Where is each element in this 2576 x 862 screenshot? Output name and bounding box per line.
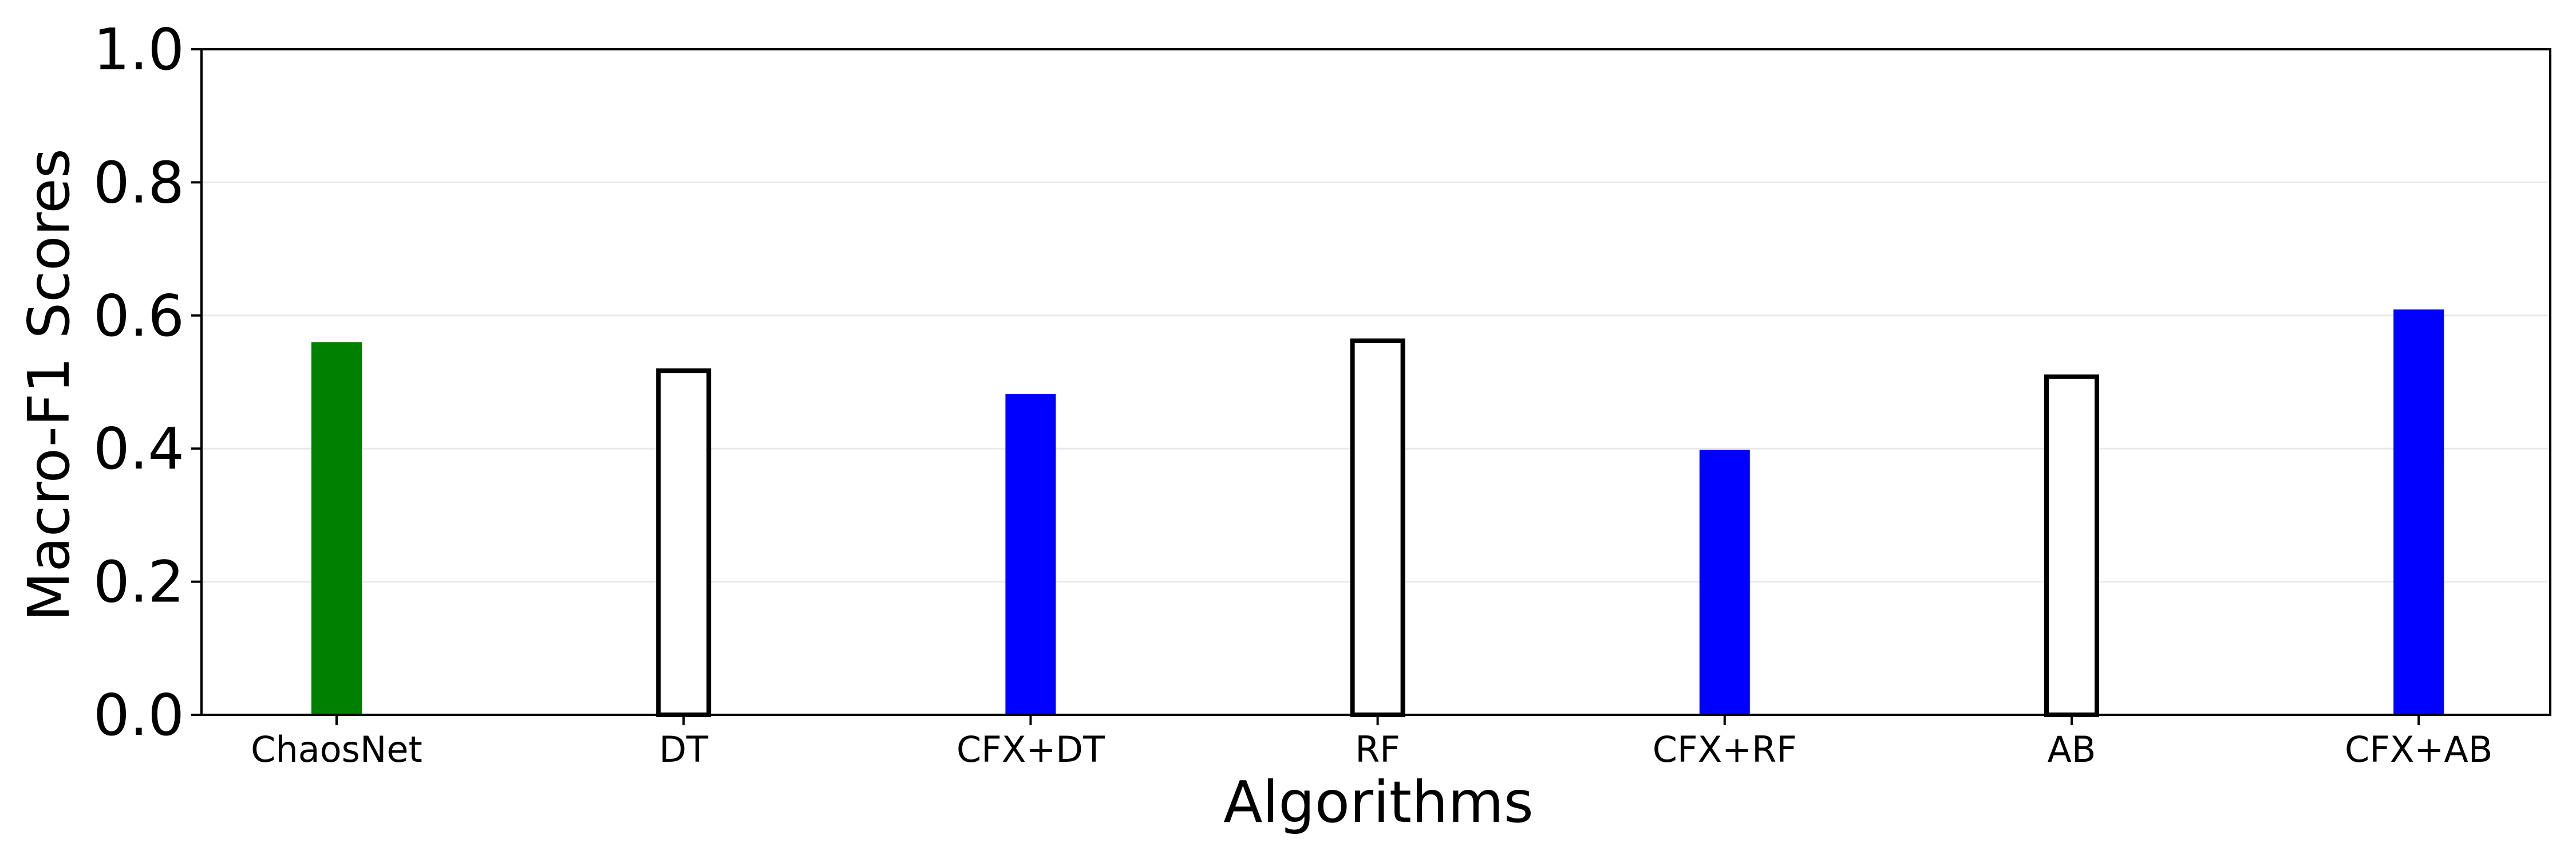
bars xyxy=(311,309,2444,717)
y-tick-label: 0.8 xyxy=(93,149,184,216)
y-tick-label: 0.2 xyxy=(93,549,184,616)
x-tick-label: CFX+AB xyxy=(2345,729,2492,770)
x-tick-label: DT xyxy=(659,729,709,770)
x-tick-label: CFX+DT xyxy=(957,729,1105,770)
bar-ab xyxy=(2044,374,2099,717)
y-tick-label: 0.6 xyxy=(93,282,184,349)
x-tick-label: CFX+RF xyxy=(1653,729,1797,770)
bar-chaosnet xyxy=(311,342,362,715)
bar-dt xyxy=(656,368,712,717)
bar-cfx-dt xyxy=(1005,393,1056,715)
x-axis-title: Algorithms xyxy=(1223,769,1534,836)
x-tick-label: ChaosNet xyxy=(251,729,422,770)
plot-frame xyxy=(200,48,2551,716)
y-tick-label: 0.0 xyxy=(93,682,184,749)
bar-cfx-ab xyxy=(2393,309,2444,715)
x-tick-label: RF xyxy=(1355,729,1400,770)
bar-cfx-rf xyxy=(1699,450,1750,715)
y-tick-label: 0.4 xyxy=(93,415,184,482)
bar-rf xyxy=(1350,338,1405,717)
y-tick-labels: 0.0 0.2 0.4 0.6 0.8 1.0 xyxy=(93,16,184,749)
y-axis-title: Macro-F1 Scores xyxy=(15,148,82,621)
x-tick-label: AB xyxy=(2048,729,2096,770)
y-tick-label: 1.0 xyxy=(93,16,184,83)
axes xyxy=(191,48,2551,725)
x-tick-labels: ChaosNetDTCFX+DTRFCFX+RFABCFX+ABSVMCFX+S… xyxy=(251,729,2492,770)
